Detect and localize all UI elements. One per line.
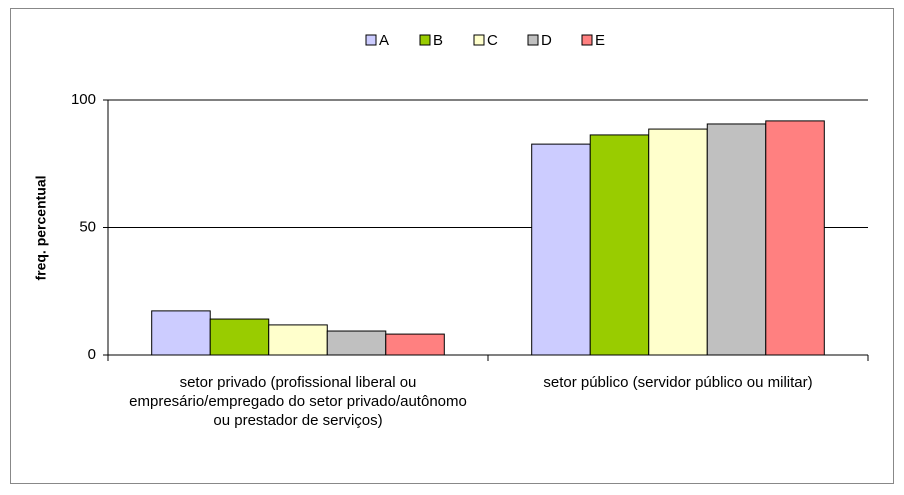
bar [268,324,328,356]
bar [209,318,270,356]
x-tick-label: setor privado (profissional liberal ou e… [129,374,467,429]
y-tick-label: 50 [79,218,96,235]
legend-swatch [527,34,539,46]
bar [765,120,825,356]
legend-label: A [379,32,389,49]
x-tick-label: setor público (servidor público ou milit… [543,374,813,391]
legend-swatch [365,34,377,46]
legend-label: E [595,32,605,49]
legend-label: C [487,32,498,49]
legend-swatch [473,34,485,46]
legend-label: B [433,32,443,49]
bar [648,128,708,356]
bar [589,134,650,356]
bar [151,310,211,356]
bar [326,330,387,356]
legend-swatch [581,34,593,46]
bar [385,333,445,356]
y-axis-title: freq. percentual [33,175,49,280]
bar [531,143,591,356]
bar [706,123,767,356]
legend-label: D [541,32,552,49]
y-tick-label: 100 [71,91,96,108]
legend-swatch [419,34,431,46]
y-tick-label: 0 [88,346,96,363]
